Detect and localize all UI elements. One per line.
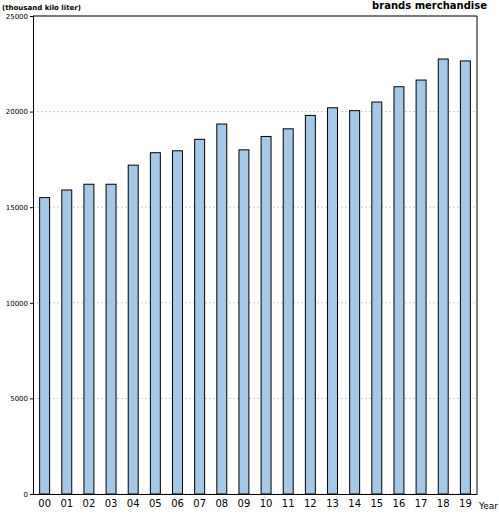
bar — [106, 184, 116, 494]
bar — [217, 124, 227, 494]
x-tick-label: 16 — [393, 498, 406, 509]
bars — [40, 59, 471, 494]
y-tick-mark — [30, 398, 33, 399]
bar — [195, 139, 205, 494]
y-axis: 0 5000 10000 15000 20000 25000 — [6, 13, 34, 499]
x-tick: 07 — [193, 494, 206, 509]
x-tick: 13 — [326, 494, 339, 509]
x-tick: 01 — [60, 494, 73, 509]
bar — [438, 59, 448, 494]
x-tick-label: 07 — [193, 498, 206, 509]
bar — [416, 80, 426, 494]
bar — [84, 184, 94, 494]
bar — [173, 151, 183, 494]
bar — [239, 150, 249, 494]
grid — [33, 16, 477, 494]
x-tick-label: 02 — [83, 498, 96, 509]
y-tick: 5000 — [10, 395, 33, 403]
x-tick: 09 — [238, 494, 251, 509]
x-tick: 15 — [370, 494, 383, 509]
y-axis-title: (thousand kilo liter) — [2, 4, 81, 12]
x-tick: 00 — [38, 494, 51, 509]
x-tick-label: 08 — [215, 498, 228, 509]
x-tick-label: 05 — [149, 498, 162, 509]
y-tick-label: 0 — [24, 491, 28, 499]
x-tick-label: 04 — [127, 498, 140, 509]
x-tick: 02 — [83, 494, 96, 509]
x-axis-title: Year — [478, 501, 498, 511]
x-tick-label: 18 — [437, 498, 450, 509]
y-axis-line — [30, 17, 34, 495]
y-tick: 25000 — [6, 13, 33, 21]
y-tick-label: 25000 — [6, 13, 28, 21]
x-tick-label: 19 — [459, 498, 472, 509]
y-tick-mark — [30, 207, 33, 208]
bar — [460, 61, 470, 494]
y-tick-mark — [30, 112, 33, 113]
y-tick-mark — [30, 303, 33, 304]
x-tick: 14 — [348, 494, 361, 509]
grid-line — [33, 494, 477, 495]
y-tick: 0 — [24, 491, 33, 499]
x-tick-label: 09 — [238, 498, 251, 509]
bar — [150, 153, 160, 494]
x-tick-label: 00 — [38, 498, 51, 509]
x-tick: 10 — [260, 494, 273, 509]
x-tick: 17 — [415, 494, 428, 509]
bar — [62, 190, 72, 494]
y-tick: 15000 — [6, 204, 33, 212]
x-tick-label: 01 — [60, 498, 73, 509]
x-tick-label: 13 — [326, 498, 339, 509]
plot-frame — [33, 16, 477, 494]
bar — [328, 108, 338, 494]
chart: 0500010000150002000025000000102030405060… — [0, 0, 499, 513]
x-tick-label: 14 — [348, 498, 361, 509]
bar — [261, 136, 271, 494]
bar — [128, 165, 138, 494]
bar — [40, 198, 50, 494]
x-tick: 06 — [171, 494, 184, 509]
title: brands merchandise — [372, 0, 487, 11]
x-tick-label: 12 — [304, 498, 317, 509]
bar — [350, 111, 360, 494]
y-tick-label: 15000 — [6, 204, 28, 212]
grid-line — [33, 207, 477, 208]
y-tick-label: 10000 — [6, 300, 28, 308]
x-tick: 16 — [393, 494, 406, 509]
bar — [372, 102, 382, 494]
x-tick: 08 — [215, 494, 228, 509]
x-tick-label: 03 — [105, 498, 118, 509]
x-tick: 11 — [282, 494, 295, 509]
y-tick: 10000 — [6, 300, 33, 308]
grid-line — [33, 398, 477, 399]
x-axis-line — [34, 494, 478, 495]
x-tick: 03 — [105, 494, 118, 509]
x-tick: 12 — [304, 494, 317, 509]
y-tick-mark — [30, 494, 33, 495]
bar — [305, 115, 315, 494]
bar — [394, 87, 404, 494]
bar — [283, 129, 293, 494]
x-axis: 00 01 02 03 04 05 06 07 08 09 10 11 12 13 14 15 16 17 18 19 — [34, 494, 478, 509]
y-tick-label: 20000 — [6, 108, 28, 116]
grid-line — [33, 302, 477, 303]
x-tick: 19 — [459, 494, 472, 509]
x-tick-label: 06 — [171, 498, 184, 509]
y-tick-label: 5000 — [10, 395, 28, 403]
y-tick-mark — [30, 16, 33, 17]
grid-line — [33, 111, 477, 112]
x-tick-label: 15 — [370, 498, 383, 509]
y-tick: 20000 — [6, 108, 33, 116]
x-tick: 18 — [437, 494, 450, 509]
x-tick: 04 — [127, 494, 140, 509]
x-tick: 05 — [149, 494, 162, 509]
x-tick-label: 17 — [415, 498, 428, 509]
x-tick-label: 10 — [260, 498, 273, 509]
x-tick-label: 11 — [282, 498, 295, 509]
